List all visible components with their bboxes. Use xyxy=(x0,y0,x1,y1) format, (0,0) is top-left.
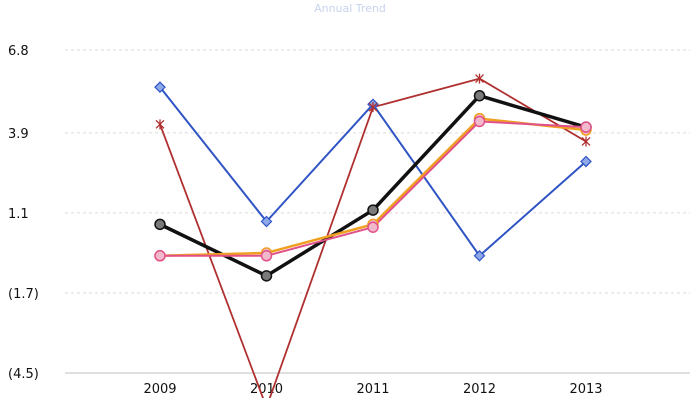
star-marker xyxy=(155,119,165,130)
chart-title: Annual Trend xyxy=(314,2,386,15)
y-tick-label: 6.8 xyxy=(8,44,29,59)
circle-marker xyxy=(473,115,486,128)
x-tick-label: 2010 xyxy=(250,382,283,397)
y-tick-label: 1.1 xyxy=(8,207,29,222)
star-marker xyxy=(475,73,484,84)
marker-layer xyxy=(154,73,592,282)
diamond-marker xyxy=(154,81,166,94)
circle-marker xyxy=(473,89,486,102)
series-line-4 xyxy=(158,117,588,258)
series-line-2 xyxy=(159,77,587,398)
x-tick-label: 2011 xyxy=(356,382,389,397)
y-tick-label: (1.7) xyxy=(8,287,39,302)
star-marker xyxy=(581,136,591,147)
y-tick-label: 3.9 xyxy=(8,127,29,142)
diamond-marker xyxy=(580,155,592,168)
circle-marker xyxy=(367,204,379,216)
x-tick-label: 2012 xyxy=(463,382,496,397)
axis-layer: 6.8 3.9 1.1 (1.7) (4.5) 2009 2010 2011 2012 2013 xyxy=(8,44,690,397)
series-line-5 xyxy=(159,120,587,257)
x-tick-label: 2013 xyxy=(569,382,602,397)
diamond-marker xyxy=(473,249,486,262)
circle-marker xyxy=(367,221,379,233)
y-tick-label: (4.5) xyxy=(8,367,39,382)
circle-marker xyxy=(580,121,592,133)
x-tick-label: 2009 xyxy=(143,382,176,397)
circle-marker xyxy=(260,270,273,282)
circle-marker xyxy=(260,250,273,262)
diamond-marker xyxy=(260,215,273,228)
circle-marker xyxy=(154,250,166,262)
star-marker xyxy=(368,102,378,113)
series-layer xyxy=(158,77,588,398)
circle-marker xyxy=(154,218,166,231)
